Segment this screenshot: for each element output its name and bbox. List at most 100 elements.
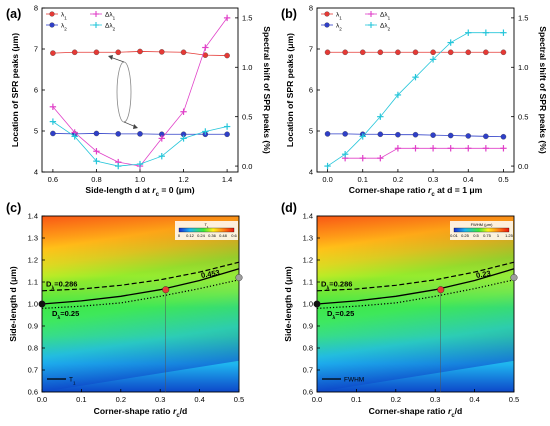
legend-marker xyxy=(49,22,55,28)
data-point-b-0 xyxy=(430,49,436,56)
x-tick-label-b: 0.1 xyxy=(358,175,368,184)
colorbar-tick-label-c: 0.36 xyxy=(208,233,217,238)
data-point-b-0 xyxy=(324,49,331,56)
x-tick-label-a: 0.6 xyxy=(48,175,58,184)
data-point-b-1 xyxy=(412,131,419,138)
data-point-b-3 xyxy=(341,151,349,158)
y-tick-label-b: 4 xyxy=(309,168,313,177)
x-tick-label-c: 0.1 xyxy=(76,395,86,404)
heatmap-overlay xyxy=(42,216,239,392)
data-point-b-2 xyxy=(412,145,419,152)
data-point-b-2 xyxy=(377,154,384,162)
y-tick-label-c: 1.3 xyxy=(28,234,38,243)
plot-frame-a xyxy=(41,7,239,173)
contour-label-dotted-d: Dλ=0.25 xyxy=(327,309,354,321)
x-tick-label-c: 0.0 xyxy=(37,395,47,404)
colorbar-gradient xyxy=(178,227,235,233)
data-point-a-0 xyxy=(71,49,78,56)
legend-entry-a-1: λ2 xyxy=(46,22,67,31)
y-tick-label-a: 6 xyxy=(34,86,38,95)
y-tick-label-c: 1.2 xyxy=(28,256,38,265)
y-tick-label-c: 1.1 xyxy=(28,278,38,287)
data-point-a-1 xyxy=(137,131,143,137)
contour-label-dashed-d: Dλ=0.286 xyxy=(321,280,353,292)
y-axis-label-a: Location of SPR peaks (μm) xyxy=(10,33,20,147)
panel-label-d: (d) xyxy=(281,201,297,215)
data-point-a-2 xyxy=(93,148,100,155)
data-point-b-2 xyxy=(500,145,507,152)
data-point-a-3 xyxy=(93,157,100,165)
data-point-b-1 xyxy=(483,133,489,140)
data-point-b-1 xyxy=(324,131,331,137)
panel-label-c: (c) xyxy=(6,201,21,215)
annotation-arrowhead-right xyxy=(133,124,138,129)
data-point-a-3 xyxy=(202,128,209,135)
legend-label: Δλ1 xyxy=(105,11,116,20)
y-tick-label-c: 1.0 xyxy=(28,300,38,309)
x-tick-label-d: 0.3 xyxy=(430,395,440,404)
x-tick-label-c: 0.2 xyxy=(116,395,126,404)
y-axis-label-d: Side-length d (μm) xyxy=(283,266,293,342)
x-tick-label-d: 0.4 xyxy=(469,395,479,404)
data-point-a-0 xyxy=(180,49,187,56)
y-tick-label-d: 0.8 xyxy=(303,344,313,353)
marker-point-d-1 xyxy=(437,286,445,294)
data-point-a-2 xyxy=(202,44,209,51)
colorbar-gradient xyxy=(453,227,510,233)
colorbar-tick-label-c: 0.48 xyxy=(219,233,228,238)
legend-label: λ2 xyxy=(336,22,342,31)
data-point-b-0 xyxy=(465,49,472,56)
data-point-b-2 xyxy=(465,145,472,152)
data-point-b-1 xyxy=(342,131,348,137)
x-tick-label-d: 0.5 xyxy=(509,395,519,404)
data-point-a-3 xyxy=(223,123,231,130)
data-point-b-1 xyxy=(430,132,436,138)
legend-label: λ1 xyxy=(61,11,67,20)
contour-dotted-d xyxy=(316,279,515,309)
legend-label: Δλ1 xyxy=(380,11,391,20)
colorbar-d: FWHM (μm) 0.01 0.25 0.5 0.75 1 1.25 xyxy=(450,221,514,240)
data-point-a-0 xyxy=(50,50,56,56)
colorbar-tick-label-d: 0.5 xyxy=(473,233,479,238)
x-axis-label-a: Side-length d at rc = 0 (μm) xyxy=(85,185,194,198)
contour-solid-d xyxy=(316,268,515,305)
y2-tick-label-a: 1.0 xyxy=(242,63,252,72)
data-point-a-3 xyxy=(115,162,122,170)
data-point-b-0 xyxy=(359,49,366,56)
data-point-b-0 xyxy=(377,49,384,56)
data-point-b-1 xyxy=(465,133,472,139)
x-tick-label-b: 0.4 xyxy=(463,175,473,184)
legend-label: λ2 xyxy=(61,22,67,31)
y-tick-label-c: 0.8 xyxy=(28,344,38,353)
data-point-a-3 xyxy=(158,152,165,160)
x-tick-label-d: 0.2 xyxy=(391,395,401,404)
contour-dotted-c xyxy=(41,279,240,309)
legend-entry-b-3: Δλ2 xyxy=(365,22,391,31)
data-point-a-1 xyxy=(115,131,121,137)
y-tick-label-c: 0.9 xyxy=(28,322,38,331)
x-tick-label-b: 0.3 xyxy=(428,175,438,184)
x-axis-label-b: Corner-shape ratio rc at d = 1 μm xyxy=(349,185,483,198)
data-point-b-3 xyxy=(500,29,507,36)
legend-entry-a-3: Δλ2 xyxy=(90,22,116,31)
data-point-a-0 xyxy=(224,52,230,59)
panel-label-a: (a) xyxy=(6,7,21,21)
data-point-b-2 xyxy=(359,154,366,162)
data-point-b-2 xyxy=(482,145,490,152)
heatmap-skew xyxy=(317,216,514,392)
annotation-ellipse xyxy=(116,61,132,123)
colorbar-tick-label-d: 1.25 xyxy=(505,233,514,238)
legend-entry-a-0: λ1 xyxy=(46,11,67,20)
y2-tick-label-a: 1.5 xyxy=(242,14,252,23)
legend-marker xyxy=(49,11,55,17)
y-tick-label-c: 0.6 xyxy=(28,388,38,397)
contour-label-solid-c: 0.453 xyxy=(200,268,220,280)
y-tick-label-d: 0.9 xyxy=(303,322,313,331)
marker-point-d-2 xyxy=(510,274,518,282)
x-tick-label-a: 1.0 xyxy=(135,175,145,184)
contour-solid-c xyxy=(41,268,240,305)
legend-entry-b-0: λ1 xyxy=(321,11,342,20)
data-point-b-3 xyxy=(412,73,419,81)
legend-marker xyxy=(324,22,330,28)
